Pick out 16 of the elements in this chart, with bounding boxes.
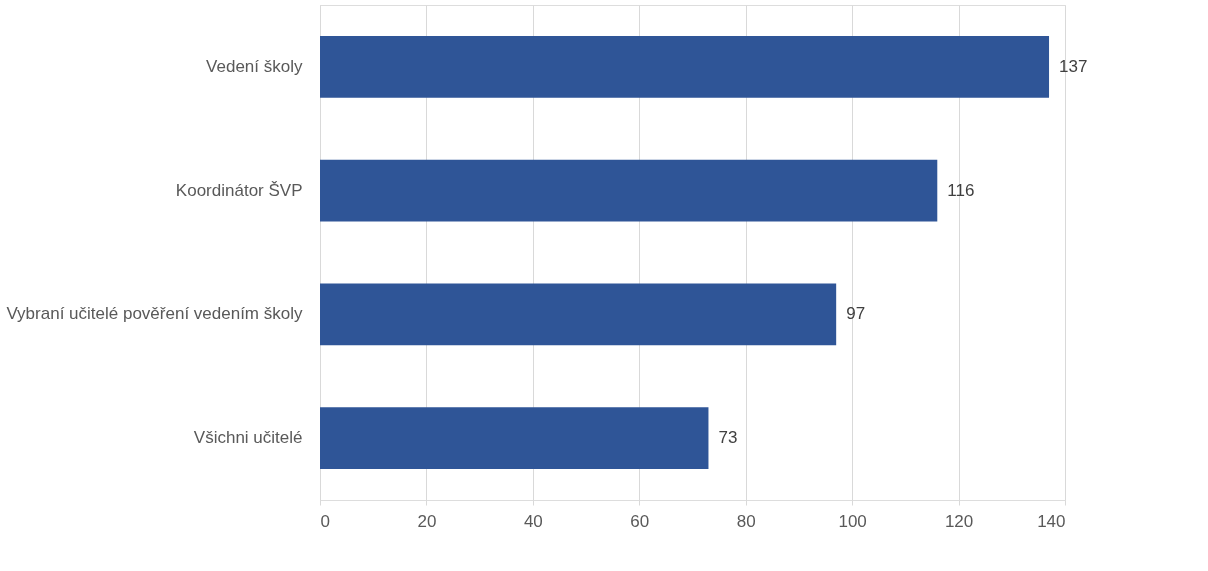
x-tick-label: 60 <box>630 511 650 531</box>
x-tick-label: 0 <box>320 511 330 531</box>
x-tick-label: 40 <box>523 511 543 531</box>
x-tick-label: 120 <box>944 511 974 531</box>
data-label: 73 <box>718 428 738 448</box>
x-tick-label: 100 <box>838 511 867 531</box>
data-label: 116 <box>947 180 975 200</box>
x-tick-label: 20 <box>417 511 437 531</box>
y-tick-label: Vybraní učitelé pověření vedením školy <box>6 304 303 324</box>
x-tick-label: 80 <box>736 511 756 531</box>
data-label: 97 <box>846 304 866 324</box>
y-tick-label: Vedení školy <box>206 56 303 76</box>
x-tick-label: 140 <box>1037 511 1066 531</box>
y-tick-label: Všichni učitelé <box>193 428 303 448</box>
y-tick-label: Koordinátor ŠVP <box>175 180 303 200</box>
data-label: 137 <box>1059 56 1088 76</box>
